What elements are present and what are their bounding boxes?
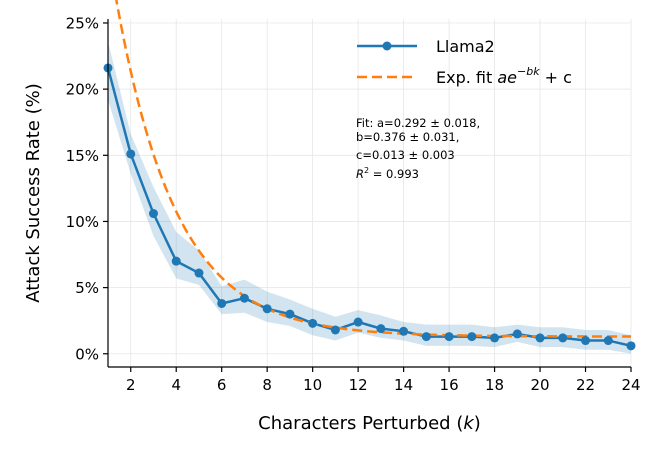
- x-tick-label: 10: [303, 376, 322, 394]
- data-point: [626, 341, 636, 351]
- legend-label-llama2: Llama2: [436, 37, 495, 56]
- x-tick-label: 18: [485, 376, 504, 394]
- fit-annotation-line2: b=0.376 ± 0.031,: [356, 130, 459, 144]
- data-point: [512, 329, 522, 339]
- series-line-exp-fit: [115, 0, 631, 338]
- y-tick-label: 20%: [66, 81, 99, 99]
- y-axis-title: Attack Success Rate (%): [23, 83, 44, 303]
- data-point: [376, 324, 386, 334]
- data-point: [308, 318, 318, 328]
- data-point: [171, 256, 181, 266]
- data-point: [217, 298, 227, 308]
- legend-label-fit-formula: ae: [497, 68, 517, 87]
- data-point: [581, 336, 591, 346]
- data-point: [148, 209, 158, 219]
- data-point: [535, 333, 545, 343]
- data-point: [467, 332, 477, 342]
- tick-layer: 2 4 6 8 10 12 14 16 18 20 22 240%5%10%15%20%25%: [66, 14, 641, 394]
- confidence-band-layer: [108, 41, 631, 354]
- data-point: [558, 333, 568, 343]
- data-point: [194, 268, 204, 278]
- x-tick-label: 2: [126, 376, 136, 394]
- x-tick-label: 14: [394, 376, 413, 394]
- data-point: [285, 309, 295, 319]
- fit-annotation-r2-label: R: [356, 167, 364, 181]
- data-point: [399, 326, 409, 336]
- legend-label-fit-text: Exp. fit: [436, 68, 497, 87]
- data-point: [330, 325, 340, 335]
- x-tick-label: 4: [171, 376, 181, 394]
- y-tick-label: 15%: [66, 147, 99, 165]
- y-tick-label: 25%: [66, 14, 99, 32]
- legend-label-fit: Exp. fit ae−bk + c: [436, 65, 572, 87]
- x-tick-label: 6: [217, 376, 227, 394]
- legend-label-fit-tail: + c: [540, 68, 572, 87]
- data-point: [444, 332, 454, 342]
- x-axis-title-end: ): [474, 413, 481, 434]
- data-point: [239, 293, 249, 303]
- x-axis-title: Characters Perturbed (k): [258, 413, 481, 434]
- x-axis-title-text: Characters Perturbed (: [258, 413, 463, 434]
- series-line-llama2: [106, 67, 632, 348]
- x-tick-label: 16: [440, 376, 459, 394]
- fit-annotation-line3: c=0.013 ± 0.003: [356, 148, 455, 162]
- data-point: [353, 317, 363, 327]
- fit-annotation-r2: R2 = 0.993: [356, 166, 419, 181]
- data-point: [421, 332, 431, 342]
- x-tick-label: 22: [576, 376, 595, 394]
- axes-layer: [107, 19, 631, 368]
- x-tick-label: 24: [621, 376, 640, 394]
- y-tick-label: 5%: [75, 279, 99, 297]
- fit-annotation-r2-sup: 2: [364, 166, 369, 175]
- data-point: [126, 149, 136, 159]
- series-layer: [103, 0, 636, 351]
- y-tick-label: 10%: [66, 213, 99, 231]
- confidence-band: [108, 41, 631, 354]
- x-tick-label: 8: [262, 376, 272, 394]
- x-tick-label: 12: [349, 376, 368, 394]
- x-axis-title-var: k: [463, 413, 475, 434]
- fit-annotation-line1: Fit: a=0.292 ± 0.018,: [356, 116, 480, 130]
- y-tick-label: 0%: [75, 345, 99, 363]
- legend-label-fit-exponent: −bk: [517, 65, 540, 78]
- fit-annotation: Fit: a=0.292 ± 0.018, b=0.376 ± 0.031, c…: [356, 116, 480, 181]
- data-point: [603, 336, 613, 346]
- legend-marker-llama2: [382, 41, 392, 51]
- legend: Llama2 Exp. fit ae−bk + c: [357, 37, 572, 87]
- fit-annotation-r2-value: = 0.993: [369, 167, 419, 181]
- x-tick-label: 20: [530, 376, 549, 394]
- data-point: [262, 304, 272, 314]
- data-point: [490, 333, 500, 343]
